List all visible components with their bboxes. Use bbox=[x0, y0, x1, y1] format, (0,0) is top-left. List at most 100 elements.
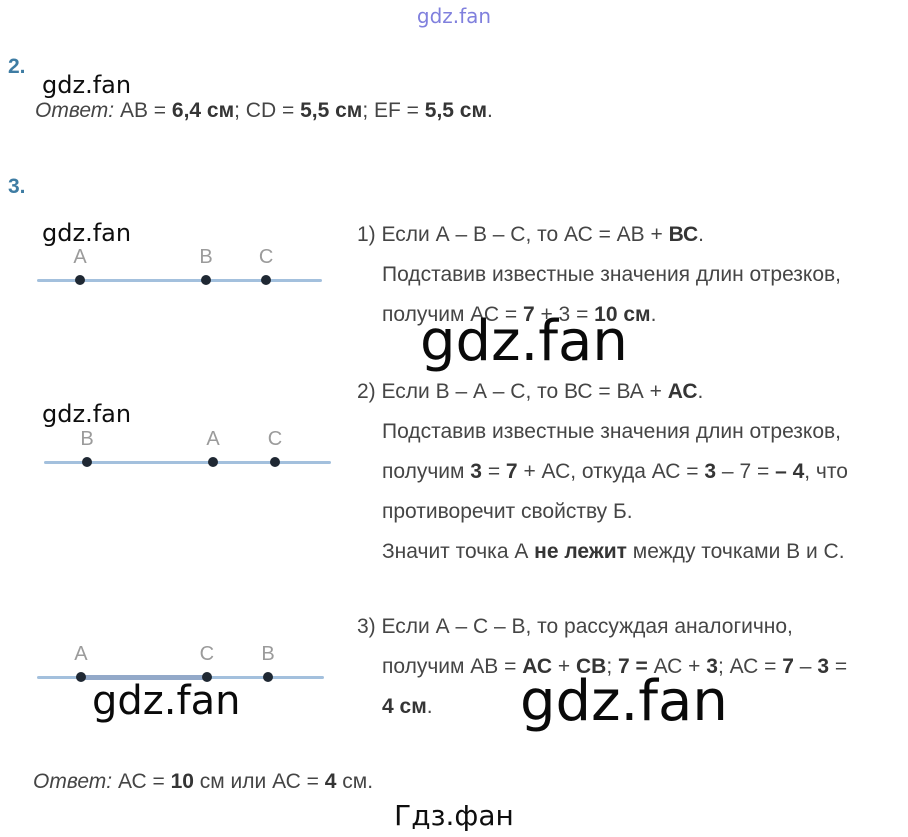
text: ; bbox=[606, 655, 618, 678]
text: см или АС = bbox=[193, 770, 325, 793]
point-dot bbox=[75, 672, 86, 682]
bold-text: – 4 bbox=[775, 460, 805, 483]
text: ; АС = bbox=[717, 655, 783, 678]
solution-part-3: 3) Если А – С – В, то рассуждая аналогич… bbox=[357, 607, 905, 727]
number-line bbox=[37, 279, 322, 282]
watermark-diagram1: gdz.fan bbox=[42, 219, 132, 247]
text: 1) Если А – В – С, то АС = АВ + bbox=[357, 223, 669, 246]
bold-text: 5,5 см bbox=[424, 99, 488, 122]
watermark-diagram2: gdz.fan bbox=[42, 400, 132, 428]
text: АС = bbox=[112, 770, 171, 793]
point-label: В bbox=[199, 246, 213, 268]
point-label: В bbox=[261, 643, 275, 665]
section-3-number: 3. bbox=[8, 175, 26, 198]
italic-label: Ответ: bbox=[33, 770, 113, 793]
text: . bbox=[426, 695, 433, 718]
number-line bbox=[44, 461, 331, 464]
text: . bbox=[698, 223, 705, 246]
watermark-top: gdz.fan bbox=[416, 4, 492, 28]
text: Подставив известные значения длин отрезк… bbox=[382, 420, 842, 443]
point-label: А bbox=[73, 246, 87, 268]
text: АС + bbox=[647, 655, 707, 678]
bold-text: 6,4 см bbox=[171, 99, 235, 122]
text: = bbox=[829, 655, 848, 678]
point-dot bbox=[263, 672, 274, 682]
bold-text: 3 bbox=[817, 655, 829, 678]
text-line: Значит точка А не лежит между точками В … bbox=[357, 532, 905, 572]
text: ; CD = bbox=[234, 99, 301, 122]
bold-text: 4 см bbox=[382, 695, 427, 718]
bold-text: 7 = bbox=[618, 655, 648, 678]
text: получим АС = bbox=[382, 303, 523, 326]
text: AB = bbox=[114, 99, 172, 122]
text-line: получим АВ = АС + СВ; 7 = АС + 3; АС = 7… bbox=[357, 647, 905, 687]
highlighted-segment bbox=[80, 675, 207, 680]
text-line: противоречит свойству Б. bbox=[357, 492, 905, 532]
text: = bbox=[481, 460, 506, 483]
point-label: С bbox=[267, 428, 283, 450]
text-line: 4 см. bbox=[357, 687, 905, 727]
point-label: С bbox=[199, 643, 215, 665]
text-line: получим 3 = 7 + АС, откуда АС = 3 – 7 = … bbox=[357, 452, 905, 492]
text: + 3 = bbox=[534, 303, 595, 326]
bold-text: 7 bbox=[782, 655, 794, 678]
text: 3) Если А – С – В, то рассуждая аналогич… bbox=[357, 615, 793, 638]
bold-text: 3 bbox=[704, 460, 717, 483]
italic-label: Ответ: bbox=[35, 99, 115, 122]
bold-text: 7 bbox=[505, 460, 518, 483]
point-label: В bbox=[80, 428, 94, 450]
bold-text: АС bbox=[522, 655, 553, 678]
text-line: 1) Если А – В – С, то АС = АВ + ВС. bbox=[357, 215, 905, 255]
bold-text: 10 bbox=[170, 770, 194, 793]
text-line: Подставив известные значения длин отрезк… bbox=[357, 412, 905, 452]
solution-part-2: 2) Если В – А – С, то ВС = ВА + АС. Подст… bbox=[357, 372, 905, 572]
point-label: С bbox=[258, 246, 274, 268]
text: ; EF = bbox=[362, 99, 425, 122]
solution-part-1: 1) Если А – В – С, то АС = АВ + ВС. Подст… bbox=[357, 215, 905, 335]
bold-text: ВС bbox=[668, 223, 699, 246]
text: – 7 = bbox=[716, 460, 776, 483]
text-line: Подставив известные значения длин отрезк… bbox=[357, 255, 905, 295]
text: + АС, откуда АС = bbox=[517, 460, 705, 483]
text: . bbox=[697, 380, 704, 403]
bold-text: 5,5 см bbox=[300, 99, 363, 122]
final-answer: Ответ: АС = 10 см или АС = 4 см. bbox=[33, 770, 373, 794]
text: – bbox=[793, 655, 818, 678]
watermark-section2: gdz.fan bbox=[42, 71, 132, 99]
bold-text: 4 bbox=[324, 770, 337, 793]
text: Подставив известные значения длин отрезк… bbox=[382, 263, 842, 286]
bold-text: 3 bbox=[470, 460, 482, 483]
point-dot bbox=[208, 457, 219, 467]
bold-text: не лежит bbox=[534, 540, 627, 563]
text: противоречит свойству Б. bbox=[382, 500, 633, 523]
text: , что bbox=[804, 460, 848, 483]
point-dot bbox=[201, 672, 212, 682]
bold-text: СВ bbox=[575, 655, 607, 678]
point-dot bbox=[82, 457, 93, 467]
watermark-large-diagram3: gdz.fan bbox=[92, 678, 241, 724]
text: 2) Если В – А – С, то ВС = ВА + bbox=[357, 380, 668, 403]
bold-text: 10 см bbox=[594, 303, 651, 326]
bold-text: 3 bbox=[706, 655, 718, 678]
point-dot bbox=[75, 275, 86, 285]
text: + bbox=[552, 655, 576, 678]
point-dot bbox=[261, 275, 272, 285]
watermark-large-middle: gdz.fan bbox=[420, 309, 628, 374]
text: между точками В и С. bbox=[626, 540, 845, 563]
watermark-large-right: gdz.fan bbox=[520, 669, 728, 734]
text: получим bbox=[382, 460, 471, 483]
text: . bbox=[487, 99, 493, 122]
bold-text: 7 bbox=[522, 303, 535, 326]
point-label: А bbox=[74, 643, 88, 665]
text: Значит точка А bbox=[382, 540, 535, 563]
bold-text: АС bbox=[667, 380, 698, 403]
point-dot bbox=[270, 457, 281, 467]
section-2-number: 2. bbox=[8, 55, 26, 78]
text-line: 3) Если А – С – В, то рассуждая аналогич… bbox=[357, 607, 905, 647]
point-dot bbox=[201, 275, 211, 285]
text: см. bbox=[336, 770, 374, 793]
